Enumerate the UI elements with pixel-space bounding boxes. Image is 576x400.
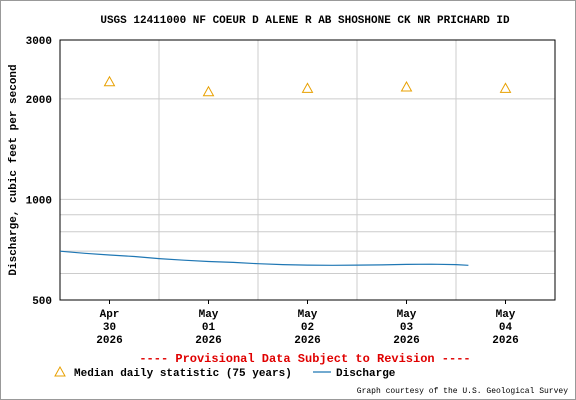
legend-label: Median daily statistic (75 years) [74,368,292,380]
chart-title: USGS 12411000 NF COEUR D ALENE R AB SHOS… [100,15,510,27]
y-tick-label: 1000 [26,195,52,207]
legend-marker [54,365,66,377]
x-tick-label: Apr 30 2026 [96,309,122,347]
provisional-note: ---- Provisional Data Subject to Revisio… [139,352,470,366]
y-tick-label: 2000 [26,95,52,107]
median-point [103,75,116,87]
legend-label: Discharge [336,368,396,380]
median-point [400,80,413,92]
x-tick-label: May 03 2026 [393,309,419,347]
plot-border [59,39,556,301]
x-tick-label: May 01 2026 [195,309,221,347]
y-tick-label: 3000 [26,36,52,48]
credit: Graph courtesy of the U.S. Geological Su… [357,387,568,396]
x-tick-label: May 02 2026 [294,309,320,347]
y-axis-label: Discharge, cubic feet per second [8,64,20,275]
y-tick-label: 500 [32,296,52,308]
median-point [202,85,215,97]
median-point [301,82,314,93]
x-tick-label: May 04 2026 [492,309,518,347]
discharge-line [59,250,469,266]
median-point [499,82,512,93]
